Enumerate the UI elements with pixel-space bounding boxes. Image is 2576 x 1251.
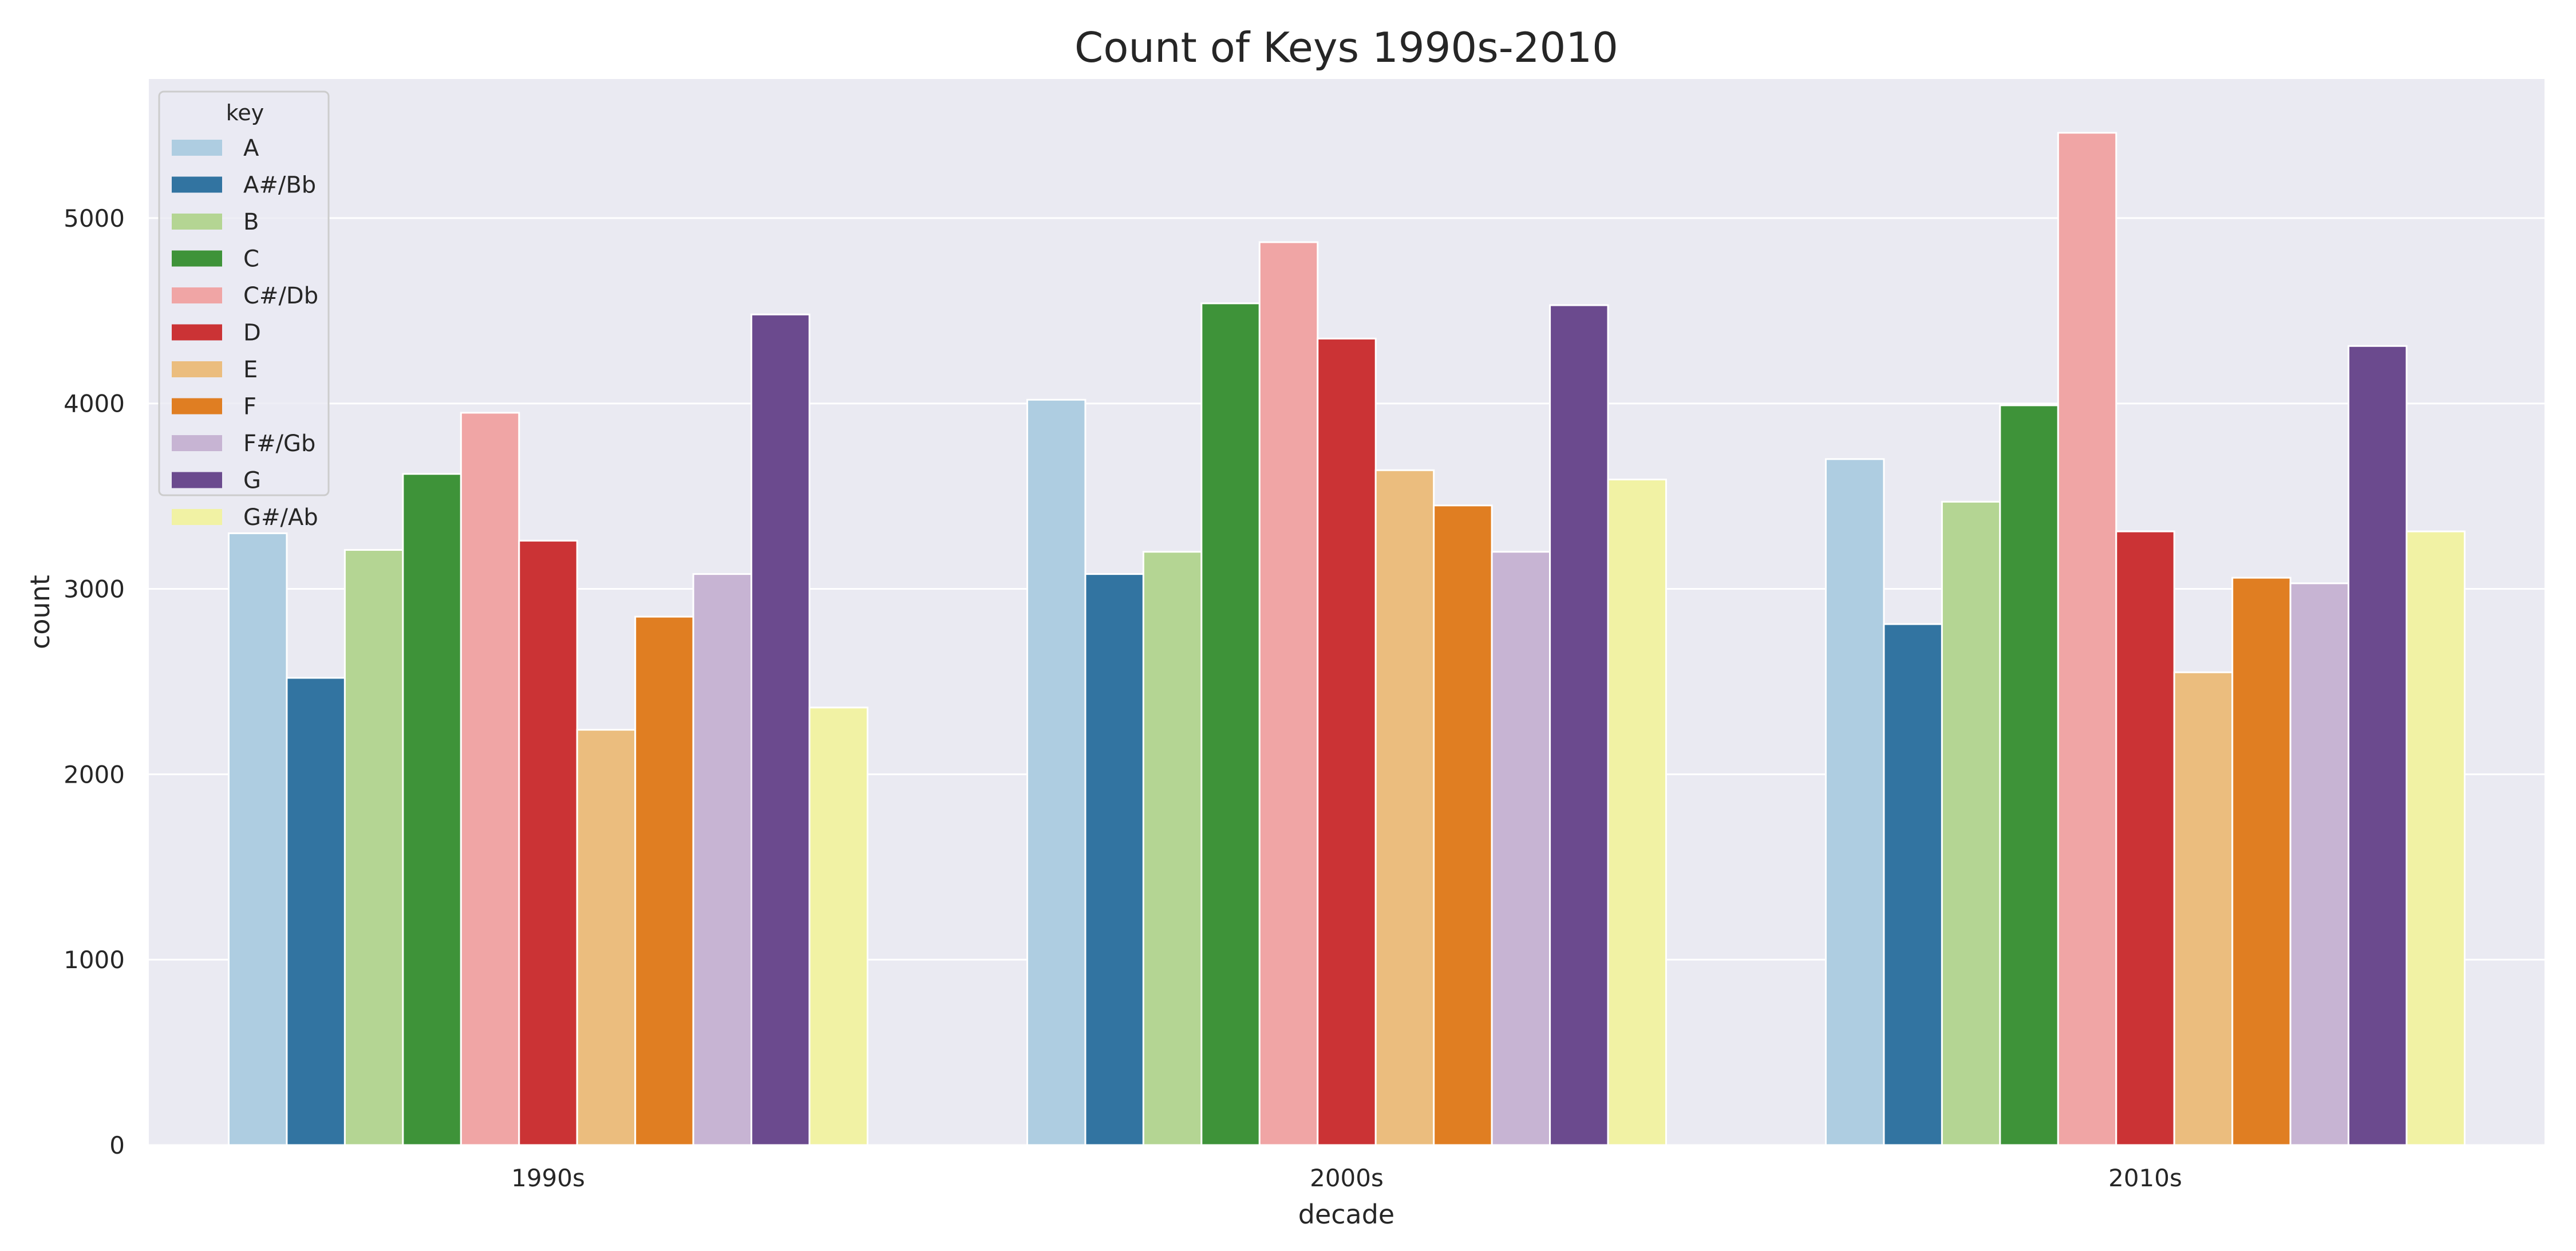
x-tick-label: 2010s xyxy=(2108,1164,2182,1192)
legend-label: A xyxy=(243,135,259,161)
bar-2000s-ABb xyxy=(1084,573,1144,1146)
bar-1990s-GAb xyxy=(808,707,868,1146)
bar-2010s-C xyxy=(1999,404,2059,1146)
bar-2000s-E xyxy=(1374,469,1435,1146)
y-tick-label: 3000 xyxy=(64,575,125,603)
bar-1990s-ABb xyxy=(286,677,346,1146)
bar-2010s-CDb xyxy=(2057,132,2117,1146)
y-tick-label: 1000 xyxy=(64,946,125,974)
bar-2010s-ABb xyxy=(1883,623,1943,1146)
legend-items: A A#/Bb BC C#/Db DEF F#/Gb G G#/Ab xyxy=(172,135,318,531)
bar-1990s-CDb xyxy=(460,412,520,1146)
legend-label: F#/Gb xyxy=(243,431,315,457)
x-tick-label: 2000s xyxy=(1310,1164,1384,1192)
bar-2000s-C xyxy=(1200,302,1261,1146)
legend-swatch xyxy=(172,472,222,488)
bar-1990s-FGb xyxy=(692,573,753,1146)
chart-title: Count of Keys 1990s-2010 xyxy=(1074,23,1618,72)
bar-2000s-FGb xyxy=(1491,551,1551,1146)
legend-swatch xyxy=(172,509,222,525)
x-axis-label: decade xyxy=(1298,1199,1394,1230)
legend-swatch xyxy=(172,250,222,267)
y-tick-label: 4000 xyxy=(64,390,125,418)
legend-swatch xyxy=(172,361,222,377)
legend-label: A#/Bb xyxy=(243,172,316,199)
y-tick-label: 5000 xyxy=(64,204,125,232)
legend-label: C#/Db xyxy=(243,283,318,309)
bar-1990s-C xyxy=(402,473,462,1146)
legend: key A A#/Bb BC C#/Db DEF F#/Gb G G#/Ab xyxy=(158,90,330,531)
bar-2000s-F xyxy=(1433,504,1493,1146)
legend-swatch xyxy=(172,435,222,451)
bar-2000s-G xyxy=(1549,304,1609,1146)
legend-swatch xyxy=(172,324,222,341)
bar-2010s-GAb xyxy=(2405,530,2466,1146)
bar-1990s-E xyxy=(576,729,637,1146)
bar-2010s-G xyxy=(2348,345,2408,1146)
bar-1990s-G xyxy=(750,313,811,1146)
bar-1990s-A xyxy=(228,532,288,1146)
bar-2000s-CDb xyxy=(1258,241,1319,1146)
y-axis-label: count xyxy=(25,575,56,649)
legend-swatch xyxy=(172,214,222,230)
legend-label: G#/Ab xyxy=(243,504,318,531)
bar-1990s-D xyxy=(518,539,578,1146)
x-tick-label: 1990s xyxy=(511,1164,585,1192)
bar-2010s-B xyxy=(1941,500,2001,1146)
bar-2000s-B xyxy=(1142,551,1203,1146)
legend-swatch xyxy=(172,398,222,415)
legend-swatch xyxy=(172,176,222,193)
legend-label: C xyxy=(243,246,259,273)
bar-1990s-F xyxy=(634,615,694,1146)
bar-2010s-D xyxy=(2115,530,2175,1146)
legend-swatch xyxy=(172,140,222,156)
legend-label: B xyxy=(243,209,259,235)
bar-2010s-F xyxy=(2231,577,2291,1146)
axis-ticks: 0 1000 2000 3000 4000 5000 1990s 2000s 2010s xyxy=(64,204,2182,1192)
bars xyxy=(228,132,2466,1146)
bar-1990s-B xyxy=(343,549,404,1146)
legend-label: D xyxy=(243,320,261,346)
bar-2010s-E xyxy=(2173,671,2234,1146)
legend-label: G xyxy=(243,468,261,494)
bar-2010s-A xyxy=(1825,458,1885,1146)
bar-2000s-A xyxy=(1026,398,1086,1146)
y-tick-label: 2000 xyxy=(64,760,125,788)
bar-2010s-FGb xyxy=(2289,582,2350,1146)
bar-2000s-GAb xyxy=(1607,478,1667,1146)
legend-swatch xyxy=(172,287,222,303)
y-tick-label: 0 xyxy=(109,1131,125,1159)
legend-label: E xyxy=(243,357,258,383)
bar-2000s-D xyxy=(1317,337,1377,1146)
legend-title: key xyxy=(226,100,264,125)
legend-label: F xyxy=(243,394,256,420)
